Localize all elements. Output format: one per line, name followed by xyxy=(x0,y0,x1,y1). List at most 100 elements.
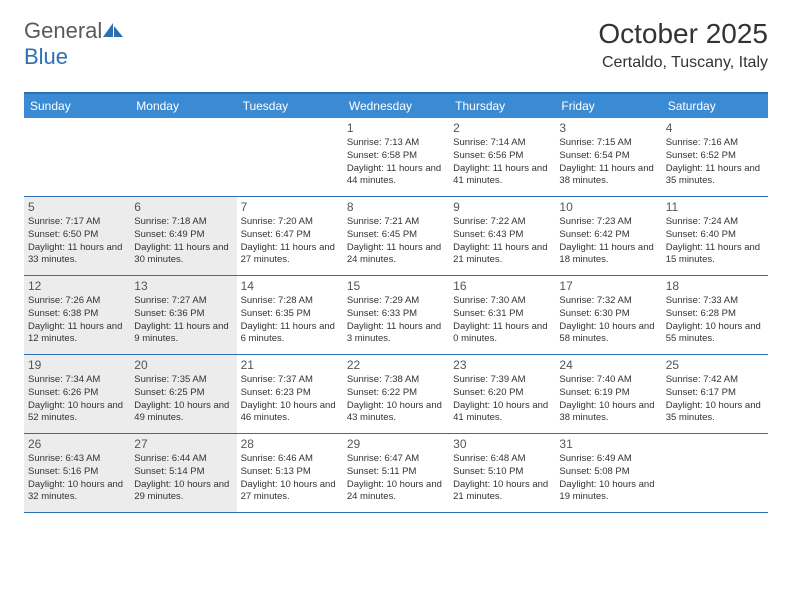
day-number: 2 xyxy=(453,121,551,135)
day-header-row: SundayMondayTuesdayWednesdayThursdayFrid… xyxy=(24,94,768,118)
day-cell: 30Sunrise: 6:48 AMSunset: 5:10 PMDayligh… xyxy=(449,434,555,512)
day-header-cell: Friday xyxy=(555,94,661,118)
day-header-cell: Tuesday xyxy=(237,94,343,118)
logo: GeneralBlue xyxy=(24,18,124,70)
day-cell: 28 Sunrise: 6:46 AMSunset: 5:13 PMDayligh… xyxy=(237,434,343,512)
day-info: Sunrise: 7:21 AMSunset: 6:45 PMDaylight:… xyxy=(347,216,445,267)
logo-text-blue: Blue xyxy=(24,44,68,69)
day-number: 1 xyxy=(347,121,445,135)
day-info: Sunrise: 7:33 AMSunset: 6:28 PMDaylight:… xyxy=(666,295,764,346)
day-number: 13 xyxy=(134,279,232,293)
day-number: 7 xyxy=(241,200,339,214)
day-cell: 1 Sunrise: 7:13 AMSunset: 6:58 PMDaylight… xyxy=(343,118,449,196)
day-cell xyxy=(130,118,236,196)
day-cell: 16 Sunrise: 7:30 AMSunset: 6:31 PMDayligh… xyxy=(449,276,555,354)
day-header-cell: Thursday xyxy=(449,94,555,118)
month-title: October 2025 xyxy=(598,18,768,50)
day-number: 31 xyxy=(559,437,657,451)
day-info: Sunrise: 7:32 AMSunset: 6:30 PMDaylight:… xyxy=(559,295,657,346)
day-info: Sunrise: 6:48 AMSunset: 5:10 PMDaylight:… xyxy=(453,453,551,504)
day-info: Sunrise: 7:17 AMSunset: 6:50 PMDaylight:… xyxy=(28,216,126,267)
day-number: 12 xyxy=(28,279,126,293)
day-info: Sunrise: 7:39 AMSunset: 6:20 PMDaylight:… xyxy=(453,374,551,425)
day-info: Sunrise: 7:18 AMSunset: 6:49 PMDaylight:… xyxy=(134,216,232,267)
day-number: 3 xyxy=(559,121,657,135)
day-info: Sunrise: 7:23 AMSunset: 6:42 PMDaylight:… xyxy=(559,216,657,267)
day-info: Sunrise: 7:22 AMSunset: 6:43 PMDaylight:… xyxy=(453,216,551,267)
day-info: Sunrise: 6:47 AMSunset: 5:11 PMDaylight:… xyxy=(347,453,445,504)
day-cell: 20Sunrise: 7:35 AMSunset: 6:25 PMDayligh… xyxy=(130,355,236,433)
day-cell: 4Sunrise: 7:16 AMSunset: 6:52 PMDaylight… xyxy=(662,118,768,196)
day-info: Sunrise: 6:49 AMSunset: 5:08 PMDaylight:… xyxy=(559,453,657,504)
day-cell: 12 Sunrise: 7:26 AMSunset: 6:38 PMDayligh… xyxy=(24,276,130,354)
day-cell: 5 Sunrise: 7:17 AMSunset: 6:50 PMDaylight… xyxy=(24,197,130,275)
day-info: Sunrise: 7:16 AMSunset: 6:52 PMDaylight:… xyxy=(666,137,764,188)
day-cell: 6 Sunrise: 7:18 AMSunset: 6:49 PMDaylight… xyxy=(130,197,236,275)
week-row: 5 Sunrise: 7:17 AMSunset: 6:50 PMDaylight… xyxy=(24,197,768,276)
day-number: 21 xyxy=(241,358,339,372)
day-cell: 13Sunrise: 7:27 AMSunset: 6:36 PMDayligh… xyxy=(130,276,236,354)
day-cell: 31 Sunrise: 6:49 AMSunset: 5:08 PMDayligh… xyxy=(555,434,661,512)
day-info: Sunrise: 7:37 AMSunset: 6:23 PMDaylight:… xyxy=(241,374,339,425)
day-info: Sunrise: 6:44 AMSunset: 5:14 PMDaylight:… xyxy=(134,453,232,504)
day-number: 9 xyxy=(453,200,551,214)
day-cell: 7 Sunrise: 7:20 AMSunset: 6:47 PMDaylight… xyxy=(237,197,343,275)
day-number: 23 xyxy=(453,358,551,372)
day-info: Sunrise: 7:28 AMSunset: 6:35 PMDaylight:… xyxy=(241,295,339,346)
day-cell: 21 Sunrise: 7:37 AMSunset: 6:23 PMDayligh… xyxy=(237,355,343,433)
day-cell: 11Sunrise: 7:24 AMSunset: 6:40 PMDayligh… xyxy=(662,197,768,275)
week-row: 12 Sunrise: 7:26 AMSunset: 6:38 PMDayligh… xyxy=(24,276,768,355)
day-number: 8 xyxy=(347,200,445,214)
day-number: 10 xyxy=(559,200,657,214)
day-header-cell: Saturday xyxy=(662,94,768,118)
day-number: 17 xyxy=(559,279,657,293)
day-cell: 18 Sunrise: 7:33 AMSunset: 6:28 PMDayligh… xyxy=(662,276,768,354)
day-cell xyxy=(237,118,343,196)
day-header-cell: Wednesday xyxy=(343,94,449,118)
day-info: Sunrise: 7:35 AMSunset: 6:25 PMDaylight:… xyxy=(134,374,232,425)
day-cell: 17 Sunrise: 7:32 AMSunset: 6:30 PMDayligh… xyxy=(555,276,661,354)
day-info: Sunrise: 7:20 AMSunset: 6:47 PMDaylight:… xyxy=(241,216,339,267)
day-number: 6 xyxy=(134,200,232,214)
day-info: Sunrise: 7:13 AMSunset: 6:58 PMDaylight:… xyxy=(347,137,445,188)
day-info: Sunrise: 7:15 AMSunset: 6:54 PMDaylight:… xyxy=(559,137,657,188)
day-cell: 22Sunrise: 7:38 AMSunset: 6:22 PMDayligh… xyxy=(343,355,449,433)
day-number: 22 xyxy=(347,358,445,372)
week-row: 26Sunrise: 6:43 AMSunset: 5:16 PMDayligh… xyxy=(24,434,768,513)
day-number: 26 xyxy=(28,437,126,451)
day-info: Sunrise: 7:29 AMSunset: 6:33 PMDaylight:… xyxy=(347,295,445,346)
day-cell: 27Sunrise: 6:44 AMSunset: 5:14 PMDayligh… xyxy=(130,434,236,512)
week-row: 1 Sunrise: 7:13 AMSunset: 6:58 PMDaylight… xyxy=(24,118,768,197)
day-info: Sunrise: 7:14 AMSunset: 6:56 PMDaylight:… xyxy=(453,137,551,188)
day-number: 28 xyxy=(241,437,339,451)
day-number: 19 xyxy=(28,358,126,372)
day-cell: 2 Sunrise: 7:14 AMSunset: 6:56 PMDaylight… xyxy=(449,118,555,196)
day-number: 5 xyxy=(28,200,126,214)
day-number: 14 xyxy=(241,279,339,293)
logo-text: GeneralBlue xyxy=(24,18,124,70)
day-header-cell: Sunday xyxy=(24,94,130,118)
location: Certaldo, Tuscany, Italy xyxy=(598,54,768,72)
day-cell: 26Sunrise: 6:43 AMSunset: 5:16 PMDayligh… xyxy=(24,434,130,512)
day-info: Sunrise: 7:42 AMSunset: 6:17 PMDaylight:… xyxy=(666,374,764,425)
day-info: Sunrise: 7:26 AMSunset: 6:38 PMDaylight:… xyxy=(28,295,126,346)
day-info: Sunrise: 6:46 AMSunset: 5:13 PMDaylight:… xyxy=(241,453,339,504)
day-info: Sunrise: 7:30 AMSunset: 6:31 PMDaylight:… xyxy=(453,295,551,346)
day-info: Sunrise: 7:40 AMSunset: 6:19 PMDaylight:… xyxy=(559,374,657,425)
day-header-cell: Monday xyxy=(130,94,236,118)
day-number: 24 xyxy=(559,358,657,372)
day-number: 16 xyxy=(453,279,551,293)
day-cell xyxy=(662,434,768,512)
day-number: 25 xyxy=(666,358,764,372)
day-cell: 3 Sunrise: 7:15 AMSunset: 6:54 PMDaylight… xyxy=(555,118,661,196)
day-cell: 24 Sunrise: 7:40 AMSunset: 6:19 PMDayligh… xyxy=(555,355,661,433)
day-cell: 19 Sunrise: 7:34 AMSunset: 6:26 PMDayligh… xyxy=(24,355,130,433)
calendar: SundayMondayTuesdayWednesdayThursdayFrid… xyxy=(24,92,768,513)
day-cell: 15Sunrise: 7:29 AMSunset: 6:33 PMDayligh… xyxy=(343,276,449,354)
day-number: 18 xyxy=(666,279,764,293)
day-cell: 14 Sunrise: 7:28 AMSunset: 6:35 PMDayligh… xyxy=(237,276,343,354)
week-row: 19 Sunrise: 7:34 AMSunset: 6:26 PMDayligh… xyxy=(24,355,768,434)
logo-text-general: General xyxy=(24,18,102,43)
day-info: Sunrise: 7:34 AMSunset: 6:26 PMDaylight:… xyxy=(28,374,126,425)
title-block: October 2025 Certaldo, Tuscany, Italy xyxy=(598,18,768,72)
